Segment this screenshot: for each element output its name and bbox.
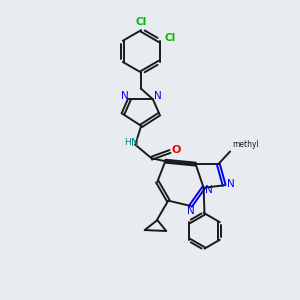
Text: Cl: Cl: [164, 33, 176, 43]
Text: O: O: [172, 145, 181, 155]
Text: N: N: [131, 138, 139, 148]
Text: Cl: Cl: [136, 17, 147, 27]
Text: N: N: [154, 91, 162, 101]
Text: N: N: [205, 185, 213, 195]
Text: N: N: [187, 206, 194, 216]
Text: N: N: [121, 91, 128, 101]
Text: N: N: [227, 179, 235, 189]
Text: methyl: methyl: [232, 140, 259, 149]
Text: H: H: [124, 138, 130, 147]
